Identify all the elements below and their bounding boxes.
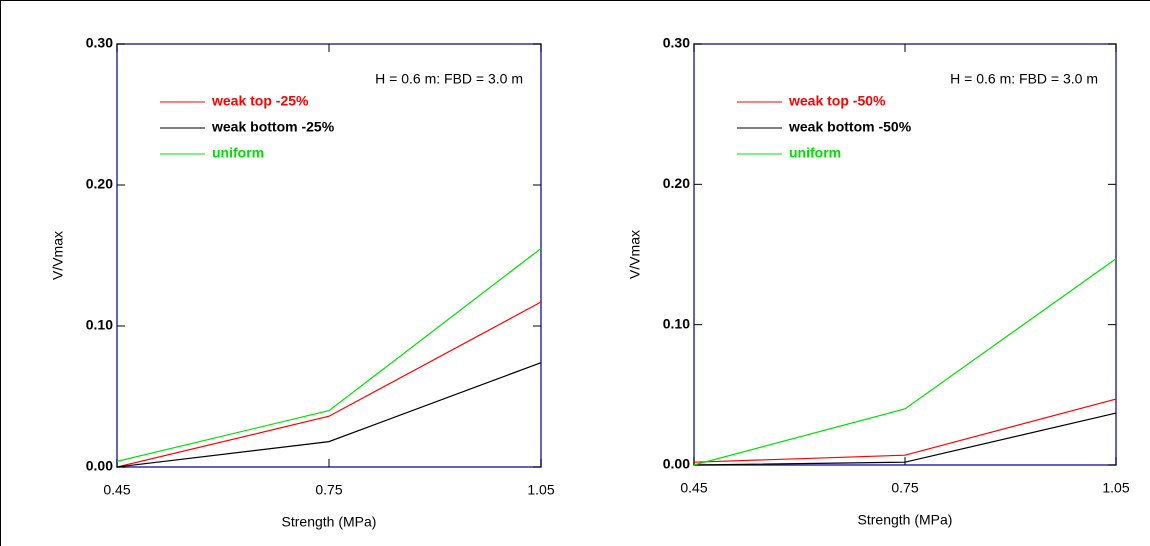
annotation: H = 0.6 m: FBD = 3.0 m: [950, 71, 1098, 87]
x-tick-label: 1.05: [527, 482, 554, 498]
y-tick-label: 0.00: [663, 456, 690, 472]
series-line: [693, 398, 1117, 463]
y-tick-label: 0.10: [86, 317, 113, 333]
legend-label: weak bottom -50%: [788, 119, 912, 135]
legend-label: uniform: [212, 145, 264, 161]
series-line: [116, 247, 542, 462]
x-axis-label: Strength (MPa): [858, 512, 953, 528]
plot-area: [116, 43, 542, 468]
y-axis-label: V/Vmax: [627, 230, 643, 279]
x-tick-label: 1.05: [1102, 480, 1129, 496]
series-line: [116, 362, 542, 468]
legend-label: weak top -25%: [211, 93, 309, 109]
legend-label: weak bottom -25%: [211, 119, 335, 135]
x-tick-label: 0.45: [680, 480, 707, 496]
x-axis-label: Strength (MPa): [282, 514, 377, 530]
series-line: [693, 258, 1117, 466]
y-tick-label: 0.30: [663, 35, 690, 51]
x-tick-label: 0.75: [891, 480, 918, 496]
legend-label: uniform: [789, 145, 841, 161]
y-tick-label: 0.30: [86, 35, 113, 51]
plot-area: [693, 43, 1117, 466]
series-line: [693, 412, 1117, 466]
legend-label: weak top -50%: [788, 93, 886, 109]
y-tick-label: 0.10: [663, 315, 690, 331]
y-axis-label: V/Vmax: [50, 231, 66, 280]
y-tick-label: 0.20: [86, 176, 113, 192]
x-tick-label: 0.75: [315, 482, 342, 498]
annotation: H = 0.6 m: FBD = 3.0 m: [375, 71, 523, 87]
y-tick-label: 0.20: [663, 175, 690, 191]
x-tick-label: 0.45: [103, 482, 130, 498]
series-line: [116, 301, 542, 468]
y-tick-label: 0.00: [86, 458, 113, 474]
